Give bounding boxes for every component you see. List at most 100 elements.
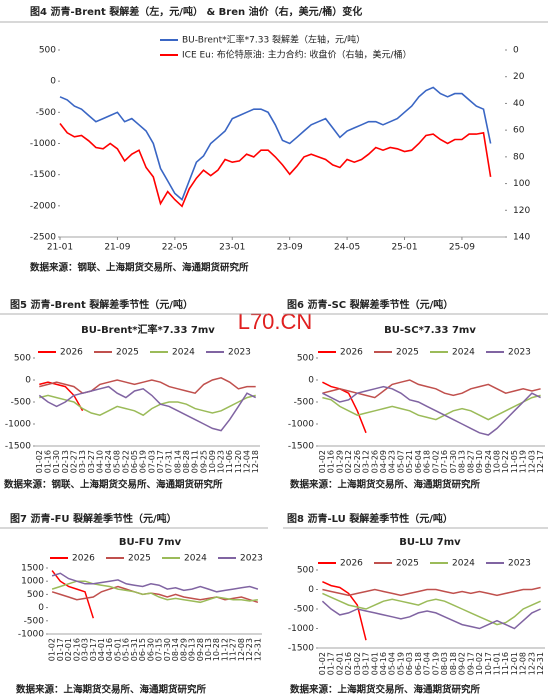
x-tick-label: 06-04 [414,450,423,473]
legend-label: 2023 [240,554,263,564]
x-tick-label: 11-27 [229,638,238,661]
y2-tick-label: 20 [513,72,525,82]
x-tick-label: 01-16 [43,450,52,473]
x-tick-label: 06-05 [130,450,139,473]
x-tick-label: 10-02 [475,652,484,675]
legend-label: 2026 [340,348,363,358]
series-line [322,586,541,597]
x-tick-label: 05-08 [113,450,122,473]
x-tick-label: 02-16 [72,638,81,661]
x-tick-label: 12-23 [527,652,536,675]
y2-tick-label: 60 [513,126,525,136]
series-line [51,580,259,604]
x-tick-label: 09-17 [466,652,475,675]
y-tick-label: 0 [50,77,56,87]
y-tick-label: -1000 [288,624,314,634]
series-line [39,381,84,412]
x-tick-label: 07-16 [440,450,449,473]
x-tick-label: 12-31 [253,638,262,661]
y-tick-label: -2500 [30,233,56,243]
x-tick-label: 06-18 [414,652,423,675]
legend-box [154,32,454,63]
x-tick-label: 01-17 [327,652,336,675]
y-tick-label: 500 [297,354,314,364]
y-tick-label: 0 [25,376,31,386]
y-tick-label: -500 [11,398,32,408]
x-tick-label: 05-21 [405,450,414,473]
x-tick-label: 08-29 [179,638,188,661]
source: 数据来源：上海期货交易所、海通期货研究所 [289,684,481,696]
y2-tick-label: 100 [513,179,530,189]
series-line [59,86,492,201]
legend-label: 2025 [128,554,151,564]
legend-label: 2026 [72,554,95,564]
figure-title: 图4 沥青-Brent 裂解差（左，元/吨） & Bren 油价（右，美元/桶）… [30,5,362,18]
x-tick-label: 01-02 [35,450,44,473]
x-tick-label: 02-13 [61,450,70,473]
source: 数据来源：上海期货交易所、海通期货研究所 [289,479,481,491]
source: 数据来源：钢联、上海期货交易所、海通期货研究所 [3,479,223,491]
figure-title: 图5 沥青-Brent 裂解差季节性（元/吨） [10,298,193,311]
x-tick-label: 04-16 [105,638,114,661]
x-tick-label: 01-02 [318,450,327,473]
x-tick-label: 09-25 [199,450,208,473]
y-tick-label: -1500 [30,170,56,180]
series-line [322,385,541,436]
x-tick-label: 22-05 [162,243,188,253]
x-tick-label: 02-16 [344,652,353,675]
figure-title: 图7 沥青-FU 裂解差季节性（元/吨） [10,512,177,525]
series-line [38,385,257,432]
x-tick-label: 04-09 [379,450,388,473]
x-tick-label: 08-14 [173,450,182,473]
y-tick-label: -1500 [5,442,31,452]
y-tick-label: -500 [294,398,315,408]
x-tick-label: 05-16 [122,638,131,661]
legend-label: 2024 [452,559,475,569]
x-tick-label: 23-01 [219,243,245,253]
y-tick-label: 500 [39,46,56,56]
x-tick-label: 05-31 [130,638,139,661]
legend-label: 2023 [508,348,531,358]
x-tick-label: 03-17 [89,638,98,661]
y-tick-label: -2000 [30,201,56,211]
x-tick-label: 08-18 [449,652,458,675]
x-tick-label: 05-07 [396,450,405,473]
x-tick-label: 07-02 [431,450,440,473]
x-tick-label: 12-31 [536,652,545,675]
watermark: L70.CN [238,309,313,334]
series-line [59,123,492,208]
y-tick-label: -500 [294,605,315,615]
x-tick-label: 01-16 [327,450,336,473]
series-line [51,585,259,604]
x-tick-label: 10-08 [492,450,501,473]
x-tick-label: 07-15 [155,638,164,661]
x-tick-label: 05-04 [388,652,397,675]
chart-title: BU-FU 7mv [119,537,182,548]
y-tick-label: -1000 [30,139,56,149]
x-tick-label: 12-08 [519,652,528,675]
x-tick-label: 07-19 [431,652,440,675]
x-tick-label: 09-28 [196,638,205,661]
x-tick-label: 21-01 [47,243,73,253]
x-tick-label: 01-17 [56,638,65,661]
series-line [322,581,367,641]
x-tick-label: 01-29 [335,450,344,473]
y-tick-label: -1000 [18,630,44,640]
x-tick-label: 03-27 [87,450,96,473]
y-tick-label: 1000 [21,577,44,587]
legend-label: 2025 [116,348,139,358]
x-tick-label: 03-12 [362,450,371,473]
y2-tick-label: 40 [513,99,525,109]
source: 数据来源：钢联、上海期货交易所、海通期货研究所 [29,262,249,274]
figure-title: 图6 沥青-SC 裂解差季节性（元/吨） [287,298,453,311]
x-tick-label: 01-02 [318,652,327,675]
x-tick-label: 02-26 [353,450,362,473]
x-tick-label: 02-12 [344,450,353,473]
legend-label: 2026 [60,348,83,358]
y-tick-label: 500 [27,590,44,600]
y-tick-label: 0 [308,376,314,386]
x-tick-label: 09-10 [475,450,484,473]
x-tick-label: 07-30 [449,450,458,473]
x-tick-label: 04-16 [379,652,388,675]
x-tick-label: 12-03 [527,450,536,473]
